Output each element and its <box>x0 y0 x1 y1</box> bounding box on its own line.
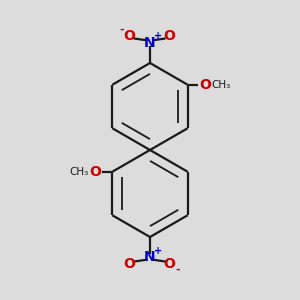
Text: O: O <box>200 78 211 92</box>
Text: O: O <box>164 257 175 271</box>
Text: O: O <box>123 29 135 43</box>
Text: +: + <box>154 31 163 41</box>
Text: +: + <box>154 246 163 256</box>
Text: N: N <box>144 250 156 264</box>
Text: -: - <box>120 25 124 35</box>
Text: -: - <box>175 265 180 275</box>
Text: O: O <box>164 29 175 43</box>
Text: O: O <box>89 165 100 179</box>
Text: CH₃: CH₃ <box>69 167 88 177</box>
Text: CH₃: CH₃ <box>211 80 230 90</box>
Text: O: O <box>124 257 136 271</box>
Text: N: N <box>144 36 156 50</box>
